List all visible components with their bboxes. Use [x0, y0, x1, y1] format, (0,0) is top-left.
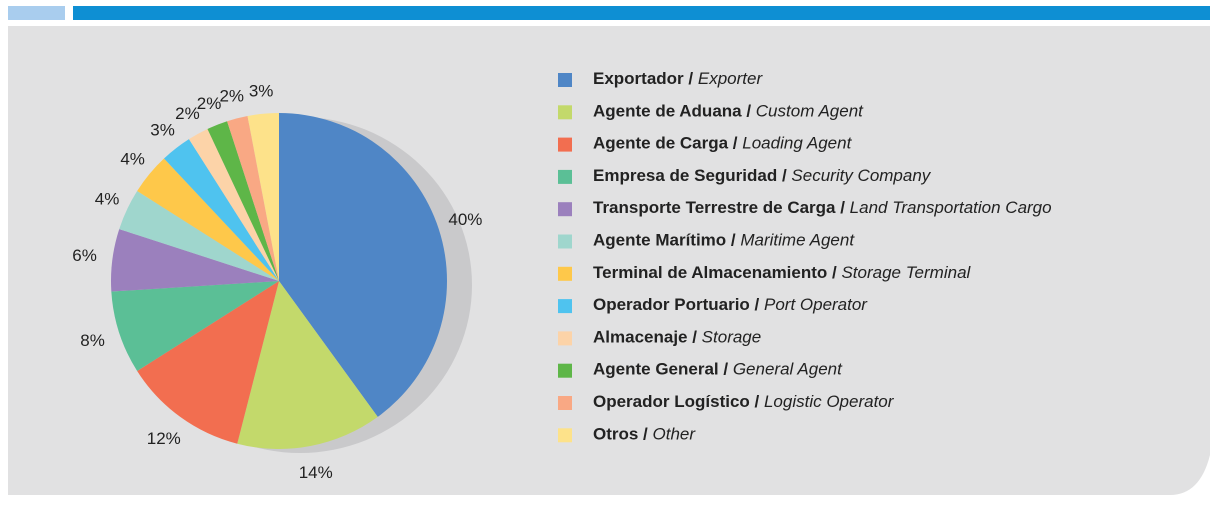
- legend-swatch: [558, 428, 572, 443]
- value-label: 12%: [147, 429, 181, 448]
- legend-swatch: [558, 299, 572, 314]
- legend-label: Agente de Aduana / Custom Agent: [593, 102, 864, 121]
- value-label: 8%: [80, 331, 105, 350]
- legend-label: Agente Marítimo / Maritime Agent: [593, 231, 855, 250]
- pie-slice: [227, 115, 279, 281]
- legend-label: Operador Portuario / Port Operator: [593, 296, 868, 315]
- value-label: 2%: [175, 104, 200, 123]
- legend-label: Almacenaje / Storage: [593, 328, 761, 347]
- legend-swatch: [558, 331, 572, 346]
- legend-swatch: [558, 73, 572, 87]
- value-label: 2%: [219, 86, 244, 105]
- value-label: 3%: [150, 120, 175, 139]
- pie-slice: [207, 121, 279, 281]
- pie-slice: [119, 190, 279, 281]
- legend-swatch: [558, 363, 572, 378]
- header-bar-light: [8, 6, 65, 20]
- pie-slice: [279, 113, 448, 417]
- legend-swatch: [558, 105, 572, 120]
- pie-slice: [111, 281, 279, 372]
- legend-label: Agente de Carga / Loading Agent: [593, 134, 853, 153]
- legend-label: Agente General / General Agent: [593, 360, 843, 379]
- value-label: 40%: [448, 210, 482, 229]
- legend-swatch: [558, 234, 572, 249]
- pie-slice: [188, 128, 279, 281]
- legend-swatch: [558, 169, 572, 184]
- value-label: 4%: [95, 190, 120, 209]
- pie-slice: [237, 281, 378, 450]
- legend-label: Operador Logístico / Logistic Operator: [593, 392, 895, 411]
- legend-swatch: [558, 396, 572, 410]
- value-label: 14%: [299, 463, 333, 482]
- legend-label: Transporte Terrestre de Carga / Land Tra…: [593, 199, 1052, 218]
- pie-slice: [163, 139, 279, 281]
- header-bar: [73, 6, 1210, 20]
- pie-slice: [111, 229, 280, 292]
- legend-swatch: [558, 137, 572, 152]
- pie-slice: [247, 113, 279, 281]
- pie-slice: [137, 158, 279, 281]
- value-label: 6%: [72, 246, 97, 265]
- value-label: 3%: [249, 81, 274, 100]
- legend-label: Terminal de Almacenamiento / Storage Ter…: [593, 263, 972, 282]
- legend-label: Exportador / Exporter: [593, 69, 763, 88]
- pie-slice: [137, 281, 279, 444]
- legend-swatch: [558, 202, 572, 217]
- legend-swatch: [558, 266, 572, 281]
- value-label: 4%: [120, 149, 145, 168]
- legend-label: Otros / Other: [593, 425, 696, 444]
- legend-label: Empresa de Seguridad / Security Company: [593, 166, 932, 185]
- value-label: 2%: [197, 94, 222, 113]
